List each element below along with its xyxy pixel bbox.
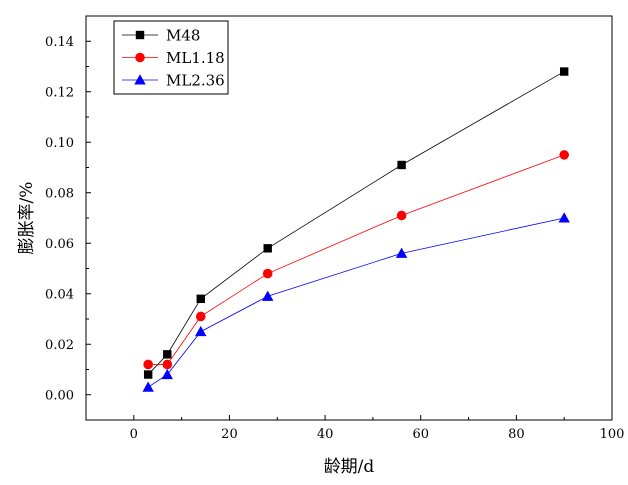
y-tick-label: 0.00 (45, 388, 74, 403)
data-point (397, 160, 406, 170)
data-point (396, 210, 407, 221)
series-M48 (143, 67, 569, 379)
data-point (162, 359, 173, 370)
legend-marker (135, 30, 145, 40)
data-point (196, 294, 205, 303)
data-point (395, 247, 408, 258)
series-line (148, 154, 565, 365)
series-line (147, 217, 565, 388)
data-point (262, 268, 273, 279)
data-point (195, 325, 207, 337)
x-axis: 0 20 40 60 80 100 (85, 415, 625, 442)
x-axis-title: 龄期/d (324, 457, 375, 477)
legend: M48 ML1.18 ML2.36 (113, 20, 229, 95)
y-tick-label: 0.02 (45, 338, 74, 353)
y-axis-title: 膨胀率/% (17, 182, 37, 255)
series-layer (142, 67, 570, 392)
y-tick-label: 0.12 (45, 85, 74, 100)
legend-label: M48 (166, 27, 200, 45)
data-point (143, 370, 153, 379)
legend-item: ML2.36 (122, 72, 225, 90)
data-point (262, 290, 274, 301)
x-tick-label: 40 (317, 427, 334, 442)
data-point (143, 359, 153, 370)
y-tick-label: 0.06 (45, 237, 74, 252)
legend-item: M48 (122, 27, 200, 45)
legend-item: ML1.18 (122, 49, 225, 67)
y-tick-label: 0.14 (45, 35, 74, 50)
x-tick-label: 80 (508, 427, 525, 442)
x-tick-label: 0 (130, 427, 138, 442)
y-axis: 0.00 0.02 0.04 0.06 0.08 0.10 0.12 0.14 (45, 15, 91, 421)
data-point (558, 212, 570, 223)
x-tick-label: 20 (221, 427, 238, 442)
data-point (195, 311, 206, 322)
data-point (263, 244, 272, 253)
legend-marker (135, 52, 145, 63)
data-point (559, 150, 569, 160)
y-tick-label: 0.10 (45, 136, 74, 151)
data-point (161, 368, 173, 380)
series-line (147, 71, 565, 375)
data-point (163, 350, 172, 359)
legend-label: ML1.18 (166, 49, 225, 67)
x-tick-label: 100 (600, 427, 625, 442)
data-point (142, 381, 154, 392)
legend-label: ML2.36 (166, 72, 225, 90)
data-point (559, 67, 569, 76)
x-tick-label: 60 (412, 427, 429, 442)
y-tick-label: 0.08 (45, 186, 74, 201)
series-ML2.36 (142, 212, 570, 392)
legend-marker (134, 74, 146, 85)
y-tick-label: 0.04 (45, 287, 74, 302)
series-ML1.18 (143, 150, 569, 370)
